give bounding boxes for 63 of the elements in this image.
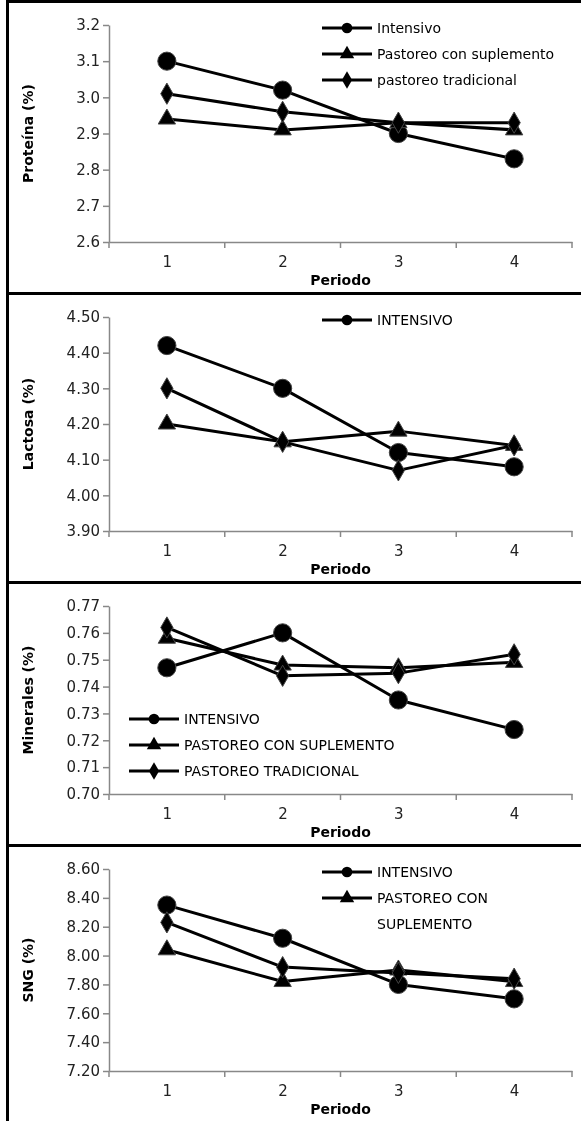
legend-label: INTENSIVO	[377, 312, 453, 328]
legend-label: pastoreo tradicional	[377, 72, 517, 88]
y-tick-label: 3.0	[76, 88, 100, 107]
y-tick-label: 2.6	[76, 233, 100, 252]
x-axis-title: Periodo	[310, 272, 372, 288]
x-tick-label: 2	[278, 541, 288, 560]
x-tick-label: 3	[394, 804, 404, 823]
y-tick-label: 7.20	[66, 1062, 100, 1081]
y-tick-label: 0.76	[66, 624, 100, 643]
legend-label: INTENSIVO	[377, 864, 453, 880]
y-tick-label: 4.20	[66, 415, 100, 434]
y-tick-label: 8.00	[66, 946, 100, 965]
x-axis-title: Periodo	[310, 1101, 372, 1117]
x-tick-label: 1	[162, 804, 173, 823]
legend-label: INTENSIVO	[184, 711, 260, 727]
y-tick-label: 3.2	[76, 16, 100, 35]
legend-label: PASTOREO TRADICIONAL	[184, 763, 359, 779]
y-tick-label: 0.73	[66, 704, 100, 723]
x-tick-label: 3	[394, 252, 404, 271]
x-tick-label: 1	[162, 252, 173, 271]
legend-label: Intensivo	[377, 20, 442, 36]
y-tick-label: 4.00	[66, 486, 100, 505]
x-tick-label: 4	[509, 804, 520, 823]
x-tick-label: 4	[509, 1081, 520, 1100]
x-tick-label: 1	[162, 541, 173, 560]
y-tick-label: 8.60	[66, 860, 100, 879]
y-tick-label: 0.72	[66, 731, 100, 750]
x-axis-title: Periodo	[310, 824, 372, 840]
y-tick-label: 3.90	[66, 522, 100, 541]
y-axis-title: Lactosa (%)	[20, 377, 36, 471]
y-axis-title: Proteína (%)	[20, 84, 36, 183]
y-tick-label: 4.50	[66, 308, 100, 327]
y-tick-label: 2.8	[76, 160, 100, 179]
x-tick-label: 3	[394, 541, 404, 560]
x-tick-label: 2	[278, 1081, 288, 1100]
x-tick-label: 4	[509, 541, 520, 560]
x-tick-label: 1	[162, 1081, 173, 1100]
y-tick-label: 8.40	[66, 889, 100, 908]
y-tick-label: 0.71	[66, 758, 100, 777]
x-tick-label: 4	[509, 252, 520, 271]
y-tick-label: 7.60	[66, 1004, 100, 1023]
y-tick-label: 0.77	[66, 597, 100, 616]
x-tick-label: 2	[278, 804, 288, 823]
legend-label: Pastoreo con suplemento	[377, 46, 555, 62]
x-tick-label: 2	[278, 252, 288, 271]
legend-label: PASTOREO CON SUPLEMENTO	[377, 890, 488, 932]
y-axis-title: Minerales (%)	[20, 645, 36, 755]
x-tick-label: 3	[394, 1081, 404, 1100]
y-axis-title: SNG (%)	[20, 937, 36, 1003]
y-tick-label: 3.1	[76, 52, 100, 71]
y-tick-label: 0.74	[66, 677, 100, 696]
legend-label: PASTOREO CON SUPLEMENTO	[184, 737, 395, 753]
y-tick-label: 0.75	[66, 651, 100, 670]
y-tick-label: 7.40	[66, 1033, 100, 1052]
y-tick-label: 4.10	[66, 450, 100, 469]
y-tick-label: 4.40	[66, 343, 100, 362]
y-tick-label: 2.7	[76, 197, 100, 216]
y-tick-label: 4.30	[66, 379, 100, 398]
y-tick-label: 2.9	[76, 124, 100, 143]
x-axis-title: Periodo	[310, 561, 372, 577]
y-tick-label: 0.70	[66, 785, 100, 804]
y-tick-label: 8.20	[66, 918, 100, 937]
y-tick-label: 7.80	[66, 975, 100, 994]
